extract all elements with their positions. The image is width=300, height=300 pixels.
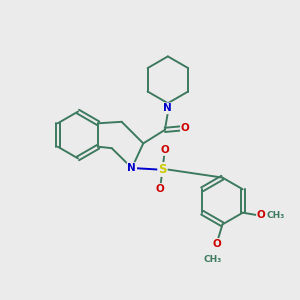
Text: S: S <box>158 163 167 176</box>
Text: O: O <box>156 184 164 194</box>
Text: CH₃: CH₃ <box>267 211 285 220</box>
Text: O: O <box>160 145 169 155</box>
Text: N: N <box>128 163 136 173</box>
Text: CH₃: CH₃ <box>203 255 222 264</box>
Text: O: O <box>257 210 266 220</box>
Text: N: N <box>164 103 172 113</box>
Text: O: O <box>181 123 190 134</box>
Text: O: O <box>213 239 221 249</box>
